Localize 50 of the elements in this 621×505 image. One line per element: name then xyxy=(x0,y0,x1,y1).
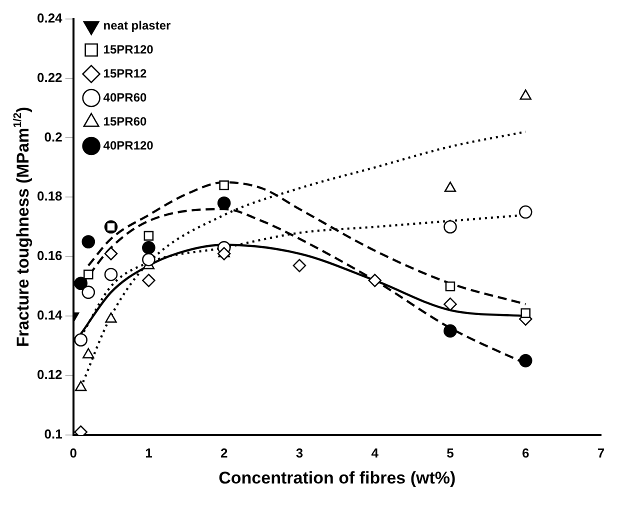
legend-label: 15PR12 xyxy=(103,66,147,80)
point xyxy=(444,220,457,234)
x-tick-label: 2 xyxy=(220,445,228,460)
point xyxy=(518,354,532,368)
x-tick-label: 3 xyxy=(296,445,304,460)
point xyxy=(105,312,117,323)
point xyxy=(518,205,532,219)
point xyxy=(82,286,96,299)
x-tick-label: 6 xyxy=(522,445,530,460)
point xyxy=(144,230,154,241)
point xyxy=(445,281,456,292)
legend-label: neat plaster xyxy=(103,18,171,32)
y-tick-label: 0.1 xyxy=(44,426,62,442)
x-tick-label: 1 xyxy=(145,445,152,460)
point xyxy=(292,258,306,272)
y-tick-label: 0.14 xyxy=(36,308,64,323)
x-tick-label: 0 xyxy=(70,445,77,460)
point xyxy=(217,247,231,260)
point xyxy=(74,333,88,347)
y-axis-title: Fracture toughness (MPam1/2) xyxy=(12,106,33,347)
legend-label: 40PR60 xyxy=(103,90,147,104)
y-tick-label: 0.2 xyxy=(44,129,62,144)
point xyxy=(74,276,88,290)
y-tick-label: 0.18 xyxy=(36,188,62,204)
y-tick-label: 0.12 xyxy=(36,367,62,382)
x-tick-label: 4 xyxy=(371,445,380,460)
legend-label: 40PR120 xyxy=(103,138,154,152)
x-axis-title: Concentration of fibres (wt%) xyxy=(218,468,456,488)
point xyxy=(142,241,156,254)
x-tick-label: 5 xyxy=(446,445,454,460)
point xyxy=(142,252,156,266)
y-tick-label: 0.16 xyxy=(36,248,62,264)
point xyxy=(444,324,457,338)
point xyxy=(444,298,457,311)
legend-label: 15PR120 xyxy=(103,42,154,56)
point xyxy=(219,180,229,190)
point xyxy=(83,270,94,280)
point xyxy=(217,196,231,210)
point xyxy=(74,380,87,392)
point xyxy=(82,348,94,358)
x-tick-label: 7 xyxy=(597,445,605,460)
legend-label: 15PR60 xyxy=(103,114,147,128)
point xyxy=(368,274,382,288)
point xyxy=(520,308,531,318)
point xyxy=(82,235,96,248)
y-tick-label: 0.24 xyxy=(36,10,64,26)
point xyxy=(142,274,156,288)
point xyxy=(104,268,118,282)
y-tick-label: 0.22 xyxy=(36,70,62,85)
point xyxy=(104,247,118,260)
